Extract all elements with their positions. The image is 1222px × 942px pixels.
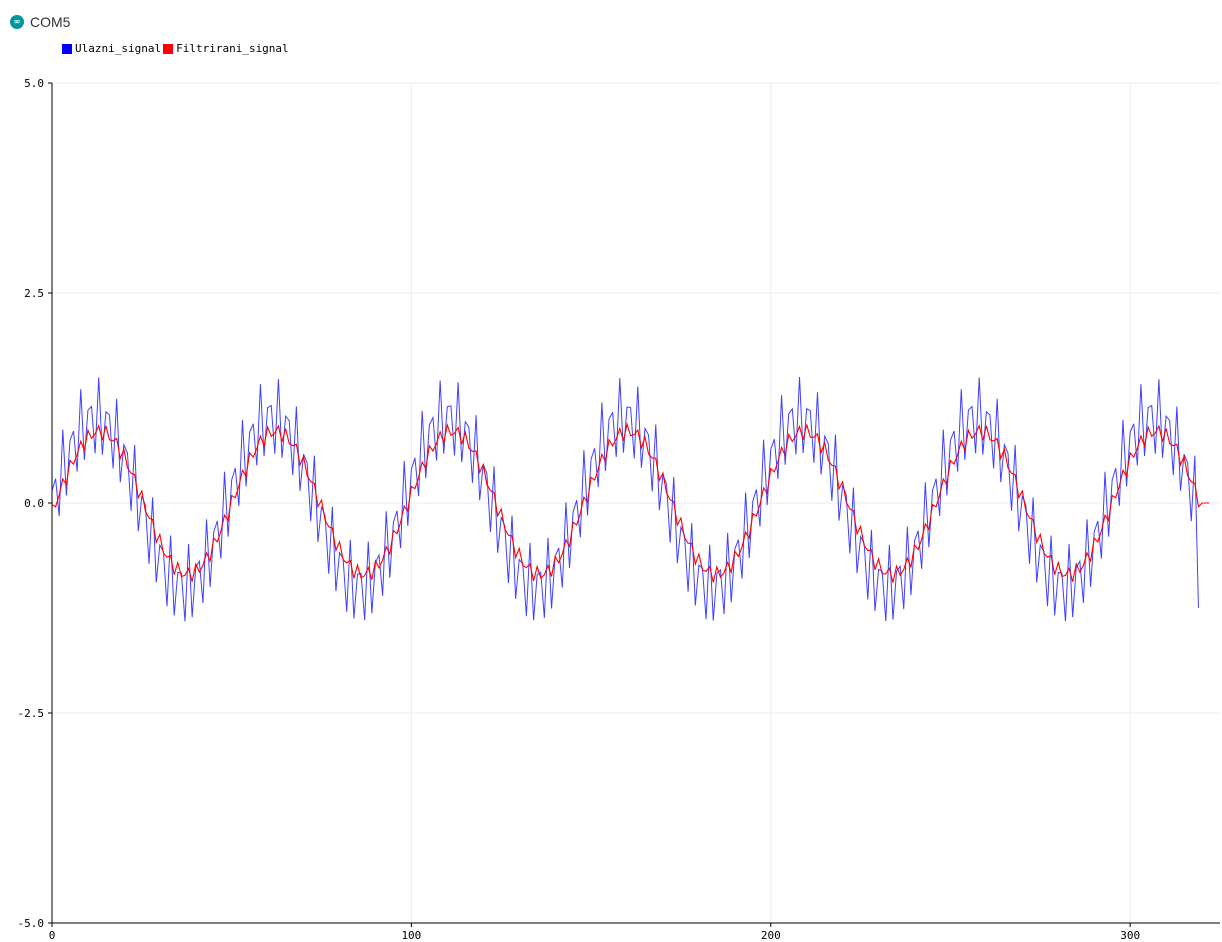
legend-label-filtrirani: Filtrirani_signal bbox=[176, 42, 289, 55]
series-line-ulazni-signal bbox=[51, 377, 1199, 622]
chart-legend: Ulazni_signal Filtrirani_signal bbox=[62, 42, 291, 55]
y-tick-label: 5.0 bbox=[24, 77, 44, 90]
series-line-filtrirani-signal bbox=[51, 421, 1210, 583]
legend-item-ulazni[interactable]: Ulazni_signal bbox=[62, 42, 161, 55]
x-tick-label: 100 bbox=[401, 929, 421, 942]
y-tick-label: 2.5 bbox=[24, 287, 44, 300]
legend-swatch-ulazni bbox=[62, 43, 72, 54]
y-tick-label: -5.0 bbox=[18, 917, 45, 930]
legend-item-filtrirani[interactable]: Filtrirani_signal bbox=[163, 42, 289, 55]
x-tick-label: 300 bbox=[1120, 929, 1140, 942]
legend-swatch-filtrirani bbox=[163, 43, 174, 54]
window-title-bar: ∞ COM5 bbox=[10, 12, 70, 32]
arduino-infinity-icon: ∞ bbox=[10, 15, 24, 29]
y-tick-label: 0.0 bbox=[24, 497, 44, 510]
window-title: COM5 bbox=[30, 14, 71, 30]
x-tick-label: 0 bbox=[49, 929, 56, 942]
y-tick-label: -2.5 bbox=[18, 707, 45, 720]
legend-label-ulazni: Ulazni_signal bbox=[75, 42, 162, 55]
x-tick-label: 200 bbox=[761, 929, 781, 942]
